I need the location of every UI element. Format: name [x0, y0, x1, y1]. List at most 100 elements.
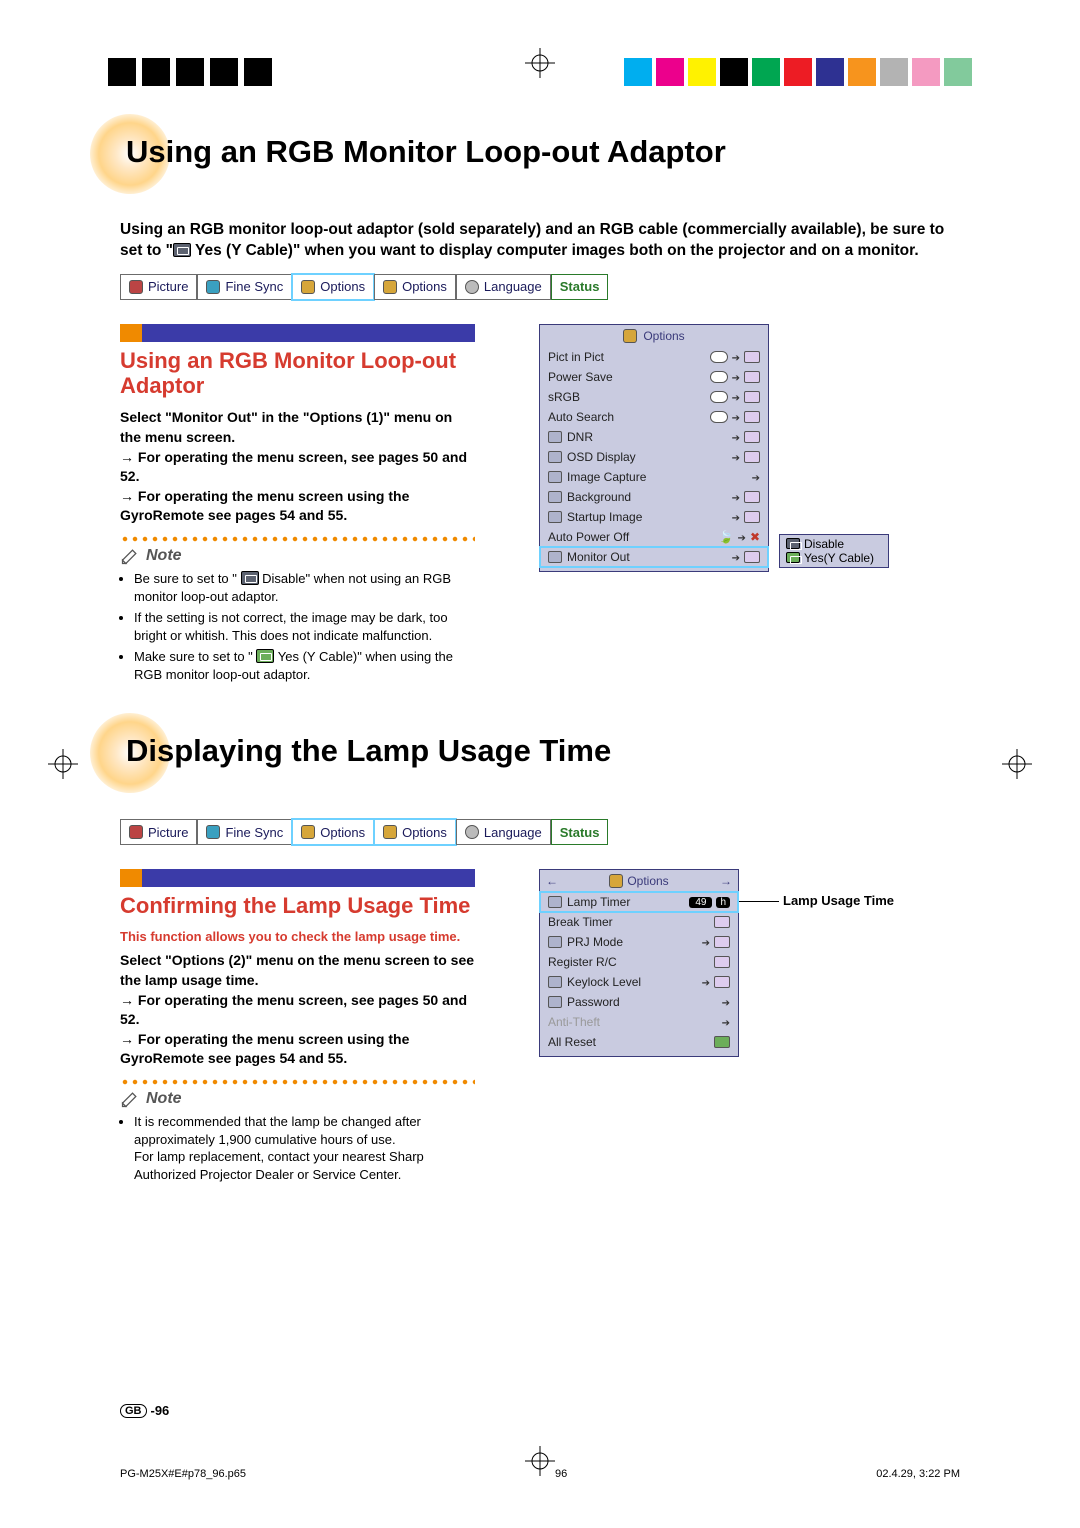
- row-icon: [548, 511, 562, 523]
- row-label: sRGB: [548, 390, 580, 404]
- menu-tab-options[interactable]: Options: [292, 819, 374, 845]
- density-bars: [108, 58, 272, 86]
- osd-row-image-capture[interactable]: Image Capture: [540, 467, 768, 487]
- osd-row-all-reset[interactable]: All Reset: [540, 1032, 738, 1052]
- tab-label: Fine Sync: [225, 825, 283, 840]
- row-label: Lamp Timer: [567, 895, 630, 909]
- toggle-icon: [714, 916, 730, 928]
- osd-row-pict-in-pict[interactable]: Pict in Pict: [540, 347, 768, 367]
- menu-tab-options[interactable]: Options: [374, 819, 456, 845]
- toggle-icon: [744, 391, 760, 403]
- menu-tab-language[interactable]: Language: [456, 819, 551, 845]
- nav-left-icon: ←: [546, 874, 558, 888]
- section2-instr3: → For operating the menu screen using th…: [120, 1030, 475, 1069]
- section1-notes: Be sure to set to " Disable" when not us…: [120, 570, 475, 683]
- toggle-icon: [744, 371, 760, 383]
- row-label: DNR: [567, 430, 593, 444]
- print-footer: PG-M25X#E#p78_96.p65 96 02.4.29, 3:22 PM: [120, 1468, 960, 1480]
- row-icon: [548, 896, 562, 908]
- menu-tab-fine-sync[interactable]: Fine Sync: [197, 274, 292, 300]
- tab-label: Options: [320, 279, 365, 294]
- row-label: Password: [567, 995, 620, 1009]
- popout-disable: Disable: [804, 537, 844, 551]
- osd-row-background[interactable]: Background: [540, 487, 768, 507]
- section1-instr2: → For operating the menu screen, see pag…: [120, 448, 475, 487]
- arrow-right-icon: [732, 370, 740, 384]
- arrow-right-icon: [732, 510, 740, 524]
- section2-func-desc: This function allows you to check the la…: [120, 929, 475, 946]
- tab-label: Status: [560, 279, 600, 294]
- row-icon: [548, 996, 562, 1008]
- section-divider-bar: [120, 869, 475, 887]
- section1-instr3: → For operating the menu screen using th…: [120, 487, 475, 526]
- tab-label: Status: [560, 825, 600, 840]
- intro-text-after: Yes (Y Cable)" when you want to display …: [191, 242, 919, 259]
- osd-row-register-r/c[interactable]: Register R/C: [540, 952, 738, 972]
- tab-label: Fine Sync: [225, 279, 283, 294]
- value-badge: 49: [689, 897, 712, 908]
- osd-title: ← Options →: [540, 870, 738, 892]
- gb-badge: GB: [120, 1404, 147, 1418]
- osd-row-srgb[interactable]: sRGB: [540, 387, 768, 407]
- note-heading: Note: [120, 1089, 475, 1109]
- menu-tab-options[interactable]: Options: [374, 274, 456, 300]
- menu-tab-picture[interactable]: Picture: [120, 819, 197, 845]
- osd-row-osd-display[interactable]: OSD Display: [540, 447, 768, 467]
- monitor-icon: [241, 571, 259, 585]
- menubar-2: Picture Fine Sync Options Options Language St…: [120, 819, 960, 845]
- lang-icon: [465, 280, 479, 294]
- osd-row-lamp-timer[interactable]: Lamp Timer49h: [540, 892, 738, 912]
- footer-page: 96: [555, 1468, 567, 1480]
- row-label: Power Save: [548, 370, 613, 384]
- menu-tab-status[interactable]: Status: [551, 819, 609, 845]
- osd-row-prj-mode[interactable]: PRJ Mode: [540, 932, 738, 952]
- toggle-icon: [744, 351, 760, 363]
- options-icon: [623, 329, 637, 343]
- osd-row-keylock-level[interactable]: Keylock Level: [540, 972, 738, 992]
- osd-options-panel-2: ← Options → Lamp Timer49hBreak TimerPRJ …: [539, 869, 739, 1057]
- osd-row-break-timer[interactable]: Break Timer: [540, 912, 738, 932]
- opt-icon: [301, 825, 315, 839]
- osd-row-power-save[interactable]: Power Save: [540, 367, 768, 387]
- page-content: Using an RGB Monitor Loop-out Adaptor Us…: [120, 130, 960, 1418]
- page-num-text: -96: [151, 1403, 170, 1418]
- note-item: Make sure to set to " Yes (Y Cable)" whe…: [134, 648, 475, 683]
- row-label: Monitor Out: [567, 550, 630, 564]
- osd-row-auto-search[interactable]: Auto Search: [540, 407, 768, 427]
- menu-tab-fine-sync[interactable]: Fine Sync: [197, 819, 292, 845]
- registration-mark-left: [48, 749, 78, 779]
- toggle-icon: [714, 936, 730, 948]
- toggle-icon: [744, 511, 760, 523]
- menu-tab-picture[interactable]: Picture: [120, 274, 197, 300]
- osd-row-monitor-out[interactable]: Monitor Out: [540, 547, 768, 567]
- row-label: All Reset: [548, 1035, 596, 1049]
- tab-label: Picture: [148, 279, 188, 294]
- osd-row-dnr[interactable]: DNR: [540, 427, 768, 447]
- color-swatches: [624, 58, 972, 86]
- arrow-right-icon: [752, 470, 760, 484]
- menu-tab-language[interactable]: Language: [456, 274, 551, 300]
- arrow-right-icon: [732, 450, 740, 464]
- toggle-icon: [744, 551, 760, 563]
- dotted-rule: [120, 1079, 475, 1085]
- row-icon: [548, 431, 562, 443]
- note-item: Be sure to set to " Disable" when not us…: [134, 570, 475, 605]
- pic-icon: [129, 280, 143, 294]
- tab-label: Options: [402, 825, 447, 840]
- osd-row-auto-power-off[interactable]: Auto Power Off🍃✖: [540, 527, 768, 547]
- osd-row-password[interactable]: Password: [540, 992, 738, 1012]
- menu-tab-status[interactable]: Status: [551, 274, 609, 300]
- section1-subhead: Using an RGB Monitor Loop-out Adaptor: [120, 348, 475, 399]
- row-icon: [548, 551, 562, 563]
- note-item: It is recommended that the lamp be chang…: [134, 1113, 475, 1183]
- arrow-right-icon: [732, 490, 740, 504]
- callout-leader: [739, 901, 779, 902]
- osd-row-anti-theft[interactable]: Anti-Theft: [540, 1012, 738, 1032]
- section1-heading-wrap: Using an RGB Monitor Loop-out Adaptor: [120, 130, 960, 192]
- osd-row-startup-image[interactable]: Startup Image: [540, 507, 768, 527]
- menu-tab-options[interactable]: Options: [292, 274, 374, 300]
- section1-instr1: Select "Monitor Out" in the "Options (1)…: [120, 408, 475, 447]
- toggle-icon: [744, 491, 760, 503]
- monitor-icon: [786, 552, 800, 563]
- arrow-right-icon: [738, 530, 746, 544]
